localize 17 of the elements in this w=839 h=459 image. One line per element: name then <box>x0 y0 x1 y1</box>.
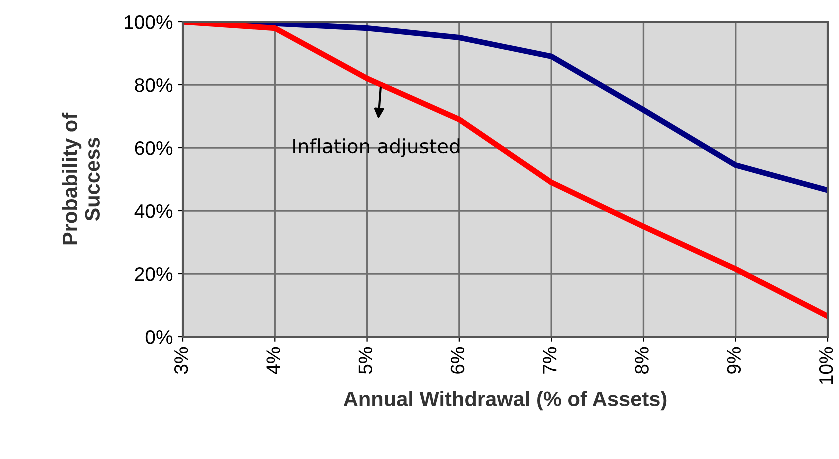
x-tick-label: 3% <box>174 347 188 374</box>
x-tick-label: 7% <box>543 347 557 374</box>
annotation: Inflation adjusted <box>294 138 460 158</box>
y-tick-label: 80% <box>135 78 173 92</box>
x-tick-label: 8% <box>635 347 649 374</box>
y-tick-label: 0% <box>146 330 173 344</box>
x-tick-label: 5% <box>358 347 373 374</box>
y-tick-label: 20% <box>135 267 173 282</box>
y-tick-label: 100% <box>125 15 173 30</box>
y-tick-label: 60% <box>135 141 173 156</box>
x-tick-label: 4% <box>266 347 280 374</box>
y-tick-label: 40% <box>134 204 173 218</box>
y-axis-title: Probability of Success <box>62 112 100 245</box>
x-tick-label: 9% <box>727 347 742 374</box>
x-tick-label: 10% <box>819 347 834 384</box>
x-axis-title: Annual Withdrawal (% of Assets) <box>344 391 667 411</box>
x-tick-label: 6% <box>450 347 465 374</box>
